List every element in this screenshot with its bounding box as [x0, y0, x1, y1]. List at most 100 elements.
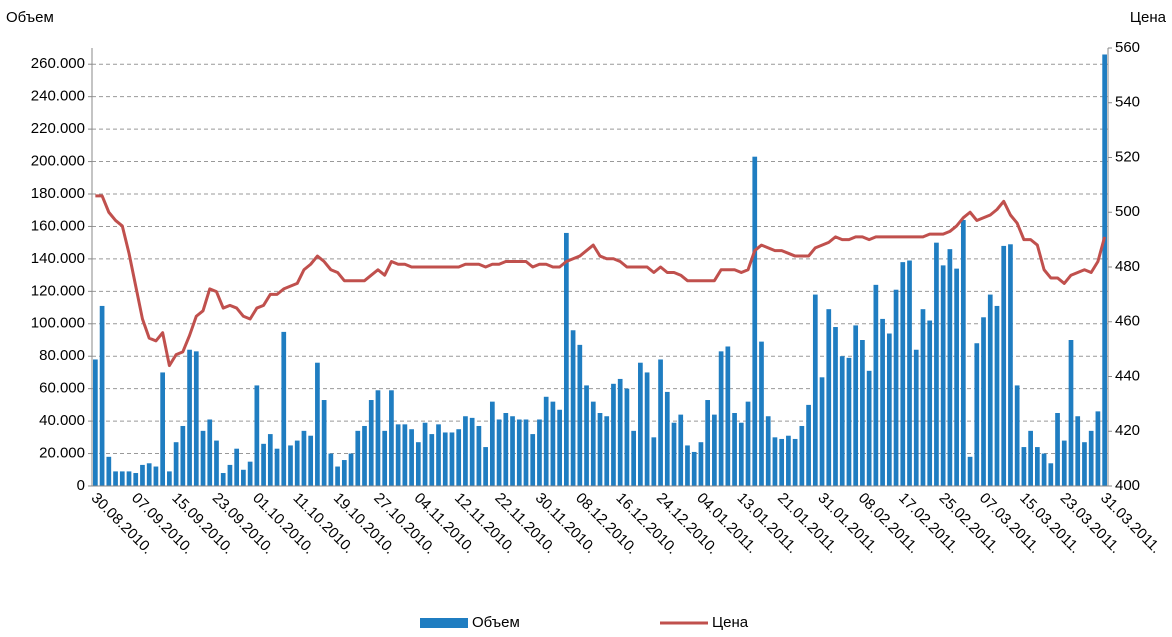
bar	[402, 424, 408, 486]
bar	[718, 351, 724, 486]
y-tick-label: 0	[77, 477, 85, 494]
bar	[476, 425, 482, 486]
bar	[1068, 340, 1074, 486]
bar	[584, 385, 589, 486]
bar	[779, 438, 785, 486]
bar	[557, 409, 562, 486]
bar	[315, 362, 320, 486]
bar	[193, 351, 199, 486]
bar	[725, 346, 731, 486]
bar	[765, 416, 771, 486]
bar	[1014, 385, 1020, 486]
bar	[449, 432, 455, 486]
bar	[348, 453, 354, 486]
bar	[463, 416, 468, 486]
bar	[866, 370, 872, 486]
bar	[960, 219, 966, 486]
bar	[792, 438, 798, 486]
y2-tick-label: 420	[1115, 422, 1140, 439]
bar	[543, 396, 549, 486]
bar	[1061, 440, 1067, 486]
bar	[436, 424, 441, 486]
bar	[214, 440, 219, 486]
bar	[974, 343, 980, 486]
bar	[389, 390, 394, 486]
bar	[395, 424, 401, 486]
bar	[1088, 430, 1094, 486]
bar	[1055, 413, 1060, 486]
bar	[140, 464, 145, 486]
bar	[577, 344, 583, 486]
bar	[873, 284, 879, 486]
bar	[981, 317, 986, 486]
bar	[886, 333, 892, 486]
bar	[1075, 416, 1081, 486]
bar	[409, 429, 414, 486]
bar	[1095, 411, 1101, 486]
bar	[442, 432, 448, 486]
bar	[920, 309, 926, 486]
bar	[846, 357, 852, 486]
bar	[173, 442, 179, 486]
bar	[1001, 245, 1007, 486]
bar	[698, 442, 704, 486]
bar	[712, 414, 717, 486]
bar	[947, 249, 953, 486]
bar	[227, 464, 233, 486]
bar	[106, 456, 112, 486]
bar	[355, 430, 361, 486]
y2-tick-label: 460	[1115, 313, 1140, 330]
bar	[752, 156, 758, 486]
bar	[220, 473, 226, 486]
bar	[738, 422, 744, 486]
bar	[503, 413, 509, 486]
bar	[590, 401, 596, 486]
y-tick-label: 140.000	[31, 250, 85, 267]
bar	[812, 294, 818, 486]
bar	[611, 383, 616, 486]
bar	[893, 289, 899, 486]
bar	[853, 325, 859, 486]
bar	[617, 378, 623, 486]
bar	[456, 429, 462, 486]
bar	[564, 232, 569, 486]
bar	[274, 448, 280, 486]
y-tick-label: 120.000	[31, 282, 85, 299]
bar	[833, 327, 838, 486]
bar	[624, 388, 630, 486]
bar	[967, 456, 973, 486]
bar	[691, 451, 697, 486]
bar	[294, 440, 300, 486]
bar	[1082, 442, 1087, 486]
bar	[900, 262, 906, 486]
bar	[254, 385, 260, 486]
bar	[772, 437, 778, 486]
bar	[537, 419, 542, 486]
y2-axis-title: Цена	[1130, 9, 1167, 26]
bar	[335, 466, 340, 486]
bar	[1034, 447, 1040, 486]
bar	[422, 422, 428, 486]
bar	[745, 401, 751, 486]
bar	[1102, 54, 1107, 486]
bar	[530, 434, 536, 486]
legend-label: Цена	[712, 614, 749, 631]
y2-tick-label: 520	[1115, 148, 1140, 165]
bar	[604, 416, 610, 486]
y2-tick-label: 440	[1115, 367, 1140, 384]
bar	[113, 471, 118, 486]
bar	[200, 430, 206, 486]
bar	[321, 400, 327, 486]
bar	[759, 341, 764, 486]
bar	[267, 434, 273, 486]
price-line	[95, 194, 1107, 368]
bar	[523, 419, 529, 486]
bar	[146, 463, 152, 486]
bar	[247, 461, 253, 486]
bar	[167, 471, 172, 486]
bar	[786, 435, 791, 486]
bar	[234, 448, 240, 486]
bar	[913, 349, 919, 486]
bar	[341, 460, 347, 486]
bar	[651, 437, 657, 486]
